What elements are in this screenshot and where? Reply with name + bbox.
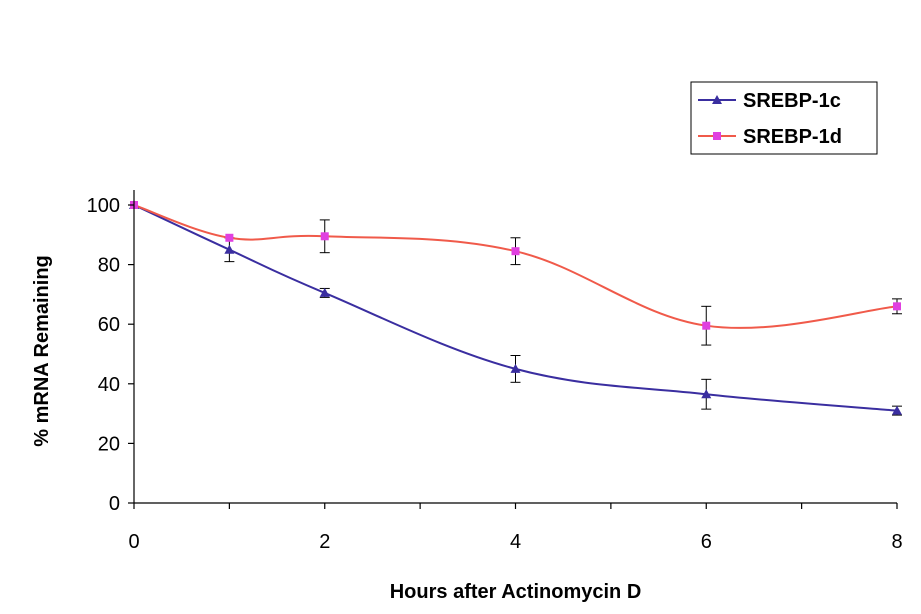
legend-box (690, 81, 878, 155)
x-ticks: 0 2 4 6 8 (128, 503, 903, 553)
y-tick-label: 40 (98, 374, 120, 396)
data-point (510, 363, 521, 373)
legend-label-srebp-1c: SREBP-1c (743, 90, 841, 112)
y-tick-label: 60 (98, 314, 120, 336)
y-tick-label: 80 (98, 255, 120, 277)
y-tick-label: 100 (87, 195, 120, 217)
data-point (511, 247, 520, 256)
data-point (701, 389, 712, 399)
y-tick-label: 0 (109, 493, 120, 515)
data-point (893, 302, 901, 311)
axes: 0 20 40 60 80 100 0 2 4 6 8 (87, 190, 903, 553)
x-tick-label: 8 (891, 531, 902, 553)
legend-label-srebp-1d: SREBP-1d (743, 126, 842, 148)
legend: SREBP-1c SREBP-1d (690, 81, 878, 155)
x-axis-title: Hours after Actinomycin D (390, 581, 642, 603)
x-tick-label: 6 (701, 531, 712, 553)
series-srebp-1c (129, 200, 902, 416)
series-srebp-1d (130, 201, 902, 346)
x-tick-label: 2 (319, 531, 330, 553)
data-point (320, 232, 329, 241)
legend-marker-srebp-1d (713, 132, 721, 140)
data-point (224, 244, 235, 254)
y-ticks: 0 20 40 60 80 100 (87, 195, 134, 515)
data-point (702, 321, 711, 330)
data-point (225, 233, 234, 242)
y-axis-title: % mRNA Remaining (31, 255, 53, 447)
plot-area (129, 200, 902, 416)
x-tick-label: 4 (510, 531, 521, 553)
data-point (319, 287, 330, 297)
x-tick-label: 0 (128, 531, 139, 553)
data-point (892, 405, 902, 415)
legend-marker-srebp-1c (712, 95, 722, 104)
y-tick-label: 20 (98, 433, 120, 455)
series-line-srebp-1d (133, 204, 898, 329)
